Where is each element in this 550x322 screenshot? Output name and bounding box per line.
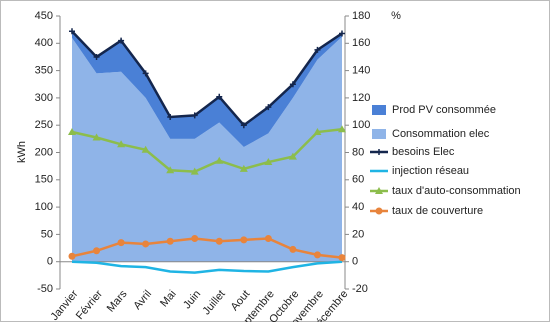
y-tick-label: 250 [35, 119, 53, 131]
y-tick-label: 400 [35, 37, 53, 49]
y-tick-label: 450 [35, 10, 53, 22]
y-tick-label: 100 [35, 201, 53, 213]
y2-tick-label: 120 [352, 92, 370, 104]
y-tick-label: 350 [35, 65, 53, 77]
legend-marker [375, 207, 383, 215]
point [313, 128, 322, 136]
point [190, 167, 199, 175]
legend-label: besoins Elec [392, 146, 455, 158]
point [68, 252, 76, 260]
line [71, 260, 343, 274]
point [239, 164, 248, 172]
point [69, 28, 75, 35]
line [71, 237, 343, 259]
legend-label: taux d'auto-consommation [392, 185, 521, 197]
point [289, 81, 296, 88]
y-tick-label: 50 [41, 228, 53, 240]
point [93, 247, 101, 255]
legend-swatch [372, 129, 386, 139]
point [191, 234, 199, 242]
y-tick-label: 300 [35, 92, 53, 104]
point [288, 152, 297, 160]
point [240, 122, 247, 129]
y-tick-label: 150 [35, 174, 53, 186]
y2-tick-label: 60 [352, 174, 364, 186]
point [117, 140, 126, 148]
legend-label: injection réseau [392, 165, 469, 177]
y2-tick-label: 20 [352, 228, 364, 240]
area [72, 31, 342, 148]
point [264, 158, 273, 166]
point [142, 240, 150, 248]
line [71, 30, 343, 127]
point [93, 53, 100, 60]
y2-tick-label: 80 [352, 146, 364, 158]
point [215, 156, 224, 164]
point [117, 239, 125, 247]
y2-tick-label: 160 [352, 37, 370, 49]
point [166, 166, 175, 174]
point [118, 37, 125, 44]
y-axis-label: kWh [16, 141, 28, 163]
point [191, 112, 198, 119]
point [141, 145, 150, 153]
point [265, 104, 272, 111]
y2-tick-label: 0 [352, 256, 358, 268]
point [167, 114, 174, 121]
point [240, 236, 248, 244]
legend-marker [375, 187, 383, 194]
y-tick-label: -50 [37, 283, 53, 295]
point [289, 245, 297, 253]
legend-swatch [372, 105, 386, 115]
y-tick-label: 0 [47, 256, 53, 268]
point [216, 93, 223, 100]
legend-label: taux de couverture [392, 205, 483, 217]
y2-tick-label: 140 [352, 65, 370, 77]
y2-tick-label: -20 [352, 283, 368, 295]
point [313, 251, 321, 259]
y2-tick-label: 40 [352, 201, 364, 213]
y2-axis-label: % [391, 10, 401, 22]
point [264, 234, 272, 242]
point [314, 46, 321, 53]
point [215, 237, 223, 245]
point [68, 128, 76, 136]
y2-tick-label: 180 [352, 10, 370, 22]
line [71, 128, 343, 173]
area [72, 36, 342, 262]
point [338, 254, 346, 262]
legend-label: Prod PV consommée [392, 104, 496, 116]
point [142, 70, 149, 77]
y-tick-label: 200 [35, 146, 53, 158]
legend-marker [376, 149, 382, 155]
point [339, 30, 345, 37]
y2-tick-label: 100 [352, 119, 370, 131]
point [338, 125, 346, 133]
point [166, 237, 174, 245]
point [92, 133, 101, 141]
legend-label: Consommation elec [392, 128, 490, 140]
